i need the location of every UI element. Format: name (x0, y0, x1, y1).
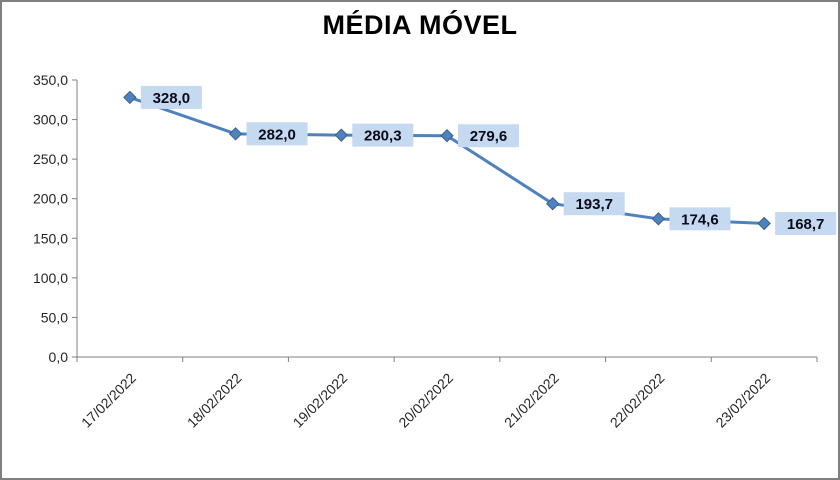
x-axis-label-group: 22/02/2022 (607, 370, 668, 431)
data-label-text: 280,3 (364, 128, 402, 145)
y-axis-label: 150,0 (33, 230, 68, 246)
y-axis-label: 100,0 (33, 270, 68, 286)
data-point-marker (546, 196, 560, 211)
x-axis-label-group: 23/02/2022 (712, 370, 773, 431)
data-label-box (140, 85, 202, 109)
x-axis-label-group: 20/02/2022 (395, 370, 456, 431)
data-label-box (669, 207, 731, 231)
data-point-marker (651, 212, 666, 226)
y-axis-label: 200,0 (33, 191, 68, 207)
data-label-box (352, 123, 414, 147)
data-point-marker (440, 129, 454, 143)
y-axis-label: 250,0 (33, 151, 68, 167)
x-axis-label-group: 18/02/2022 (184, 370, 245, 431)
series-line (128, 95, 766, 225)
x-axis-label: 23/02/2022 (712, 370, 773, 431)
data-label-text: 328,0 (153, 90, 191, 107)
x-axis-label: 19/02/2022 (290, 370, 351, 431)
data-point-marker (757, 216, 771, 231)
data-label-box (458, 124, 519, 148)
x-axis-label: 17/02/2022 (78, 370, 139, 431)
x-axis-label: 18/02/2022 (184, 370, 245, 431)
x-axis-label-group: 21/02/2022 (501, 370, 562, 431)
data-point-marker (228, 127, 243, 141)
data-label-box (563, 192, 625, 216)
data-label-text: 282,0 (258, 126, 296, 143)
data-point-marker (123, 90, 137, 105)
y-axis-label: 0,0 (49, 349, 69, 365)
x-axis-label: 22/02/2022 (607, 370, 668, 431)
data-point-marker (334, 128, 348, 142)
x-axis-label: 20/02/2022 (395, 370, 456, 431)
data-label-box (775, 211, 837, 235)
y-axis-label: 300,0 (33, 112, 68, 128)
x-axis-label: 21/02/2022 (501, 370, 562, 431)
data-label-text: 193,7 (575, 196, 613, 213)
data-label-text: 174,6 (681, 211, 719, 228)
x-axis-label-group: 19/02/2022 (290, 370, 351, 431)
x-axis-label-group: 17/02/2022 (78, 370, 139, 431)
y-axis-label: 50,0 (41, 309, 68, 325)
chart-title: MÉDIA MÓVEL (322, 10, 518, 40)
data-label-text: 168,7 (787, 216, 825, 233)
y-axis-label: 350,0 (33, 72, 68, 88)
data-label-text: 279,6 (470, 128, 508, 145)
data-label-box (246, 122, 308, 146)
